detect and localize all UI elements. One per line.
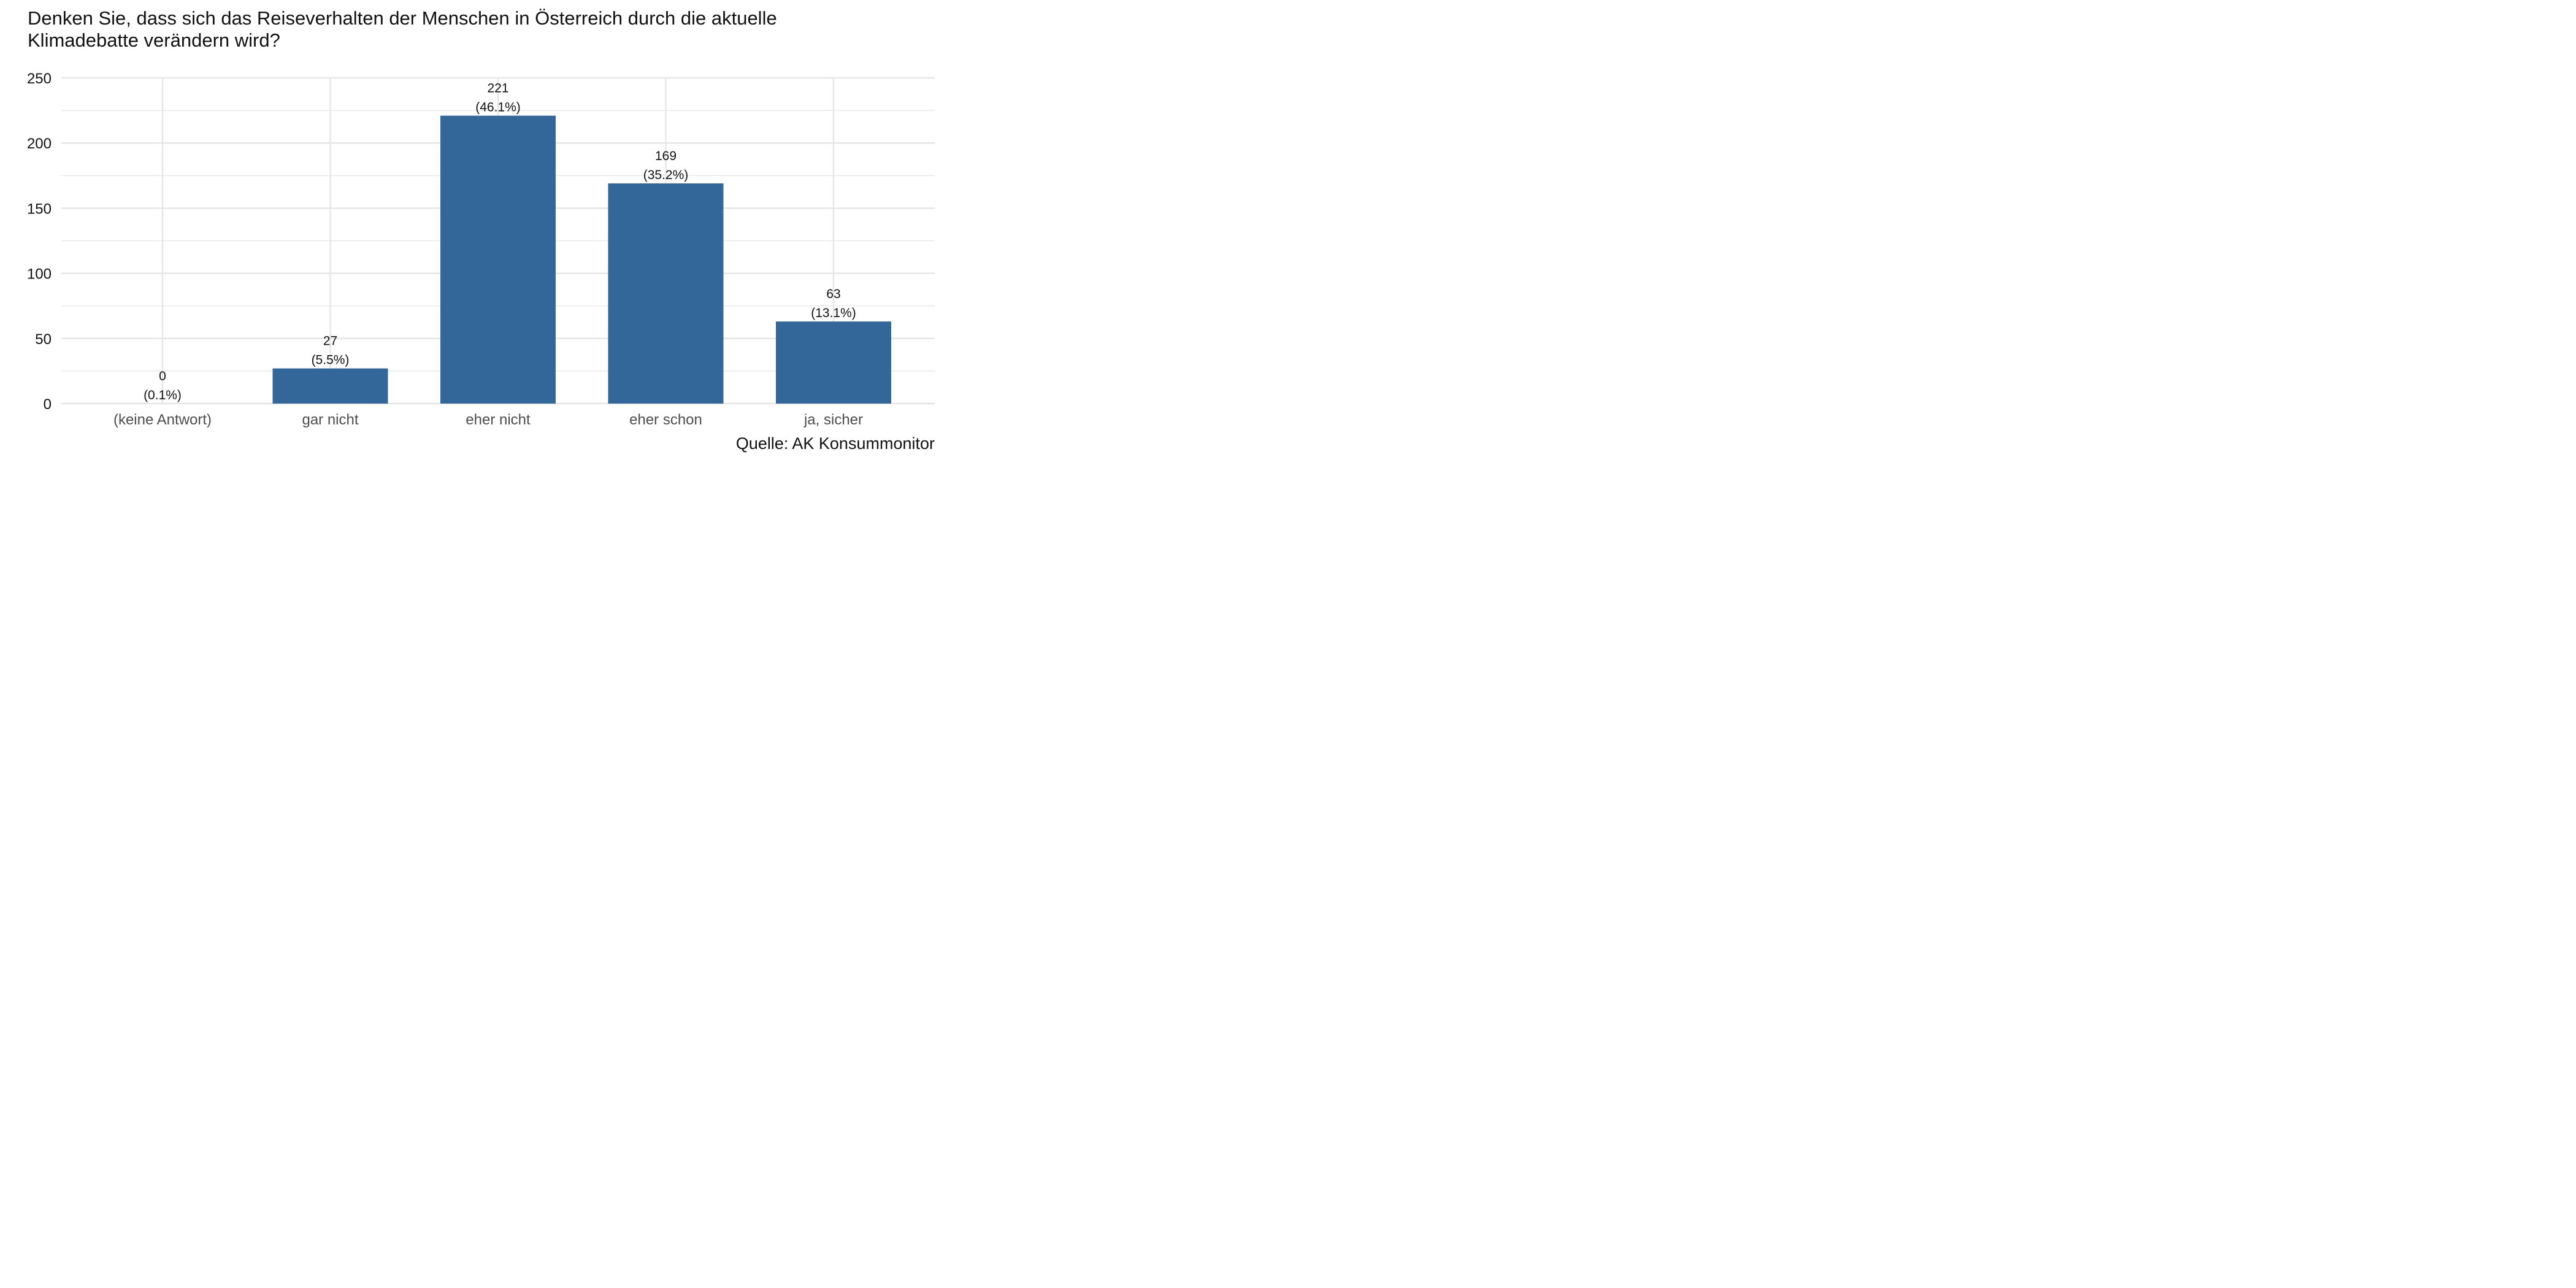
bar-value-label: 221 xyxy=(487,82,508,96)
x-category-label: ja, sicher xyxy=(803,412,863,428)
x-category-label: gar nicht xyxy=(302,412,358,428)
y-tick-label: 200 xyxy=(27,136,52,152)
bar xyxy=(440,115,556,404)
bar-percent-label: (35.2%) xyxy=(643,168,689,182)
bar-percent-label: (0.1%) xyxy=(144,388,182,402)
bar-percent-label: (13.1%) xyxy=(811,306,856,320)
y-tick-label: 0 xyxy=(44,396,52,413)
bar-value-label: 169 xyxy=(655,149,677,163)
bar xyxy=(608,183,724,404)
bar-percent-label: (46.1%) xyxy=(475,101,521,115)
x-category-label: eher nicht xyxy=(466,412,531,428)
y-tick-label: 250 xyxy=(27,71,52,87)
x-category-label: eher schon xyxy=(629,412,702,428)
bar xyxy=(272,368,388,404)
chart-title: Denken Sie, dass sich das Reiseverhalten… xyxy=(28,7,886,52)
bar-value-label: 0 xyxy=(159,369,166,383)
y-tick-label: 150 xyxy=(27,201,52,217)
bar-value-label: 63 xyxy=(826,287,840,301)
source-caption: Quelle: AK Konsummonitor xyxy=(735,434,935,453)
bar xyxy=(776,321,891,404)
y-tick-label: 50 xyxy=(35,331,52,348)
x-category-label: (keine Antwort) xyxy=(113,412,212,428)
chart-title-line-2: Klimadebatte verändern wird? xyxy=(28,29,280,51)
y-tick-label: 100 xyxy=(27,266,52,283)
bar-value-label: 27 xyxy=(323,334,337,348)
bar-chart: 0 50 100 150 200 250 0 (0.1%) (keine Antwort) 27 (… xyxy=(27,71,935,428)
bar-percent-label: (5.5%) xyxy=(312,353,350,367)
chart-title-line-1: Denken Sie, dass sich das Reiseverhalten… xyxy=(28,7,777,29)
